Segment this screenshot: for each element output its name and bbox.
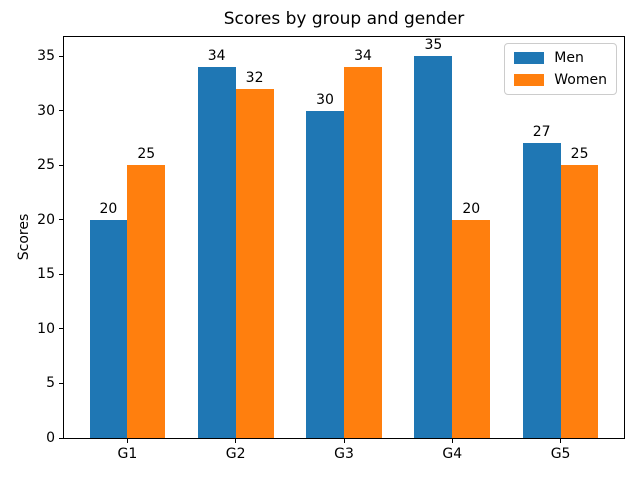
legend: Men Women <box>504 43 617 95</box>
chart-title: Scores by group and gender <box>223 9 465 29</box>
legend-label-women: Women <box>554 72 607 88</box>
y-tick-15 <box>59 273 63 275</box>
x-tick-label-g1: G1 <box>117 446 138 462</box>
legend-swatch-women <box>514 74 545 86</box>
bar-men-g1 <box>89 219 128 438</box>
legend-swatch-men <box>514 52 545 64</box>
y-tick-35 <box>59 55 63 57</box>
bar-value-label-men-g1: 20 <box>99 200 118 217</box>
bar-women-g4 <box>452 219 491 438</box>
y-tick-25 <box>59 164 63 166</box>
bar-women-g2 <box>235 88 274 438</box>
bar-value-label-women-g3: 34 <box>354 48 372 64</box>
bar-value-label-men-g2: 34 <box>207 48 226 64</box>
y-tick-10 <box>59 328 63 330</box>
x-tick-g5 <box>560 439 562 443</box>
x-tick-g3 <box>343 439 345 443</box>
bar-value-label-men-g4: 35 <box>424 37 443 54</box>
y-tick-5 <box>59 382 63 384</box>
x-tick-label-g2: G2 <box>225 446 246 462</box>
legend-item-women: Women <box>514 72 607 88</box>
x-tick-label-g5: G5 <box>550 446 571 462</box>
y-tick-label-30: 30 <box>37 102 55 119</box>
y-tick-label-0: 0 <box>46 430 55 446</box>
bar-value-label-men-g5: 27 <box>532 124 551 141</box>
bar-men-g2 <box>197 67 236 438</box>
y-tick-30 <box>59 110 63 112</box>
y-tick-0 <box>59 437 63 439</box>
y-axis-label: Scores <box>16 213 32 261</box>
y-tick-label-15: 15 <box>37 266 55 283</box>
bar-men-g5 <box>522 143 561 438</box>
y-tick-label-5: 5 <box>46 375 55 392</box>
y-tick-label-25: 25 <box>37 157 55 174</box>
legend-label-men: Men <box>554 50 584 66</box>
bar-women-g1 <box>127 165 166 438</box>
y-tick-label-10: 10 <box>37 320 55 337</box>
plot-area: 20 34 30 35 27 25 32 34 20 25 G1 G2 G3 G4 G5 0 5 10 15 20 2… <box>37 36 625 462</box>
x-tick-g1 <box>126 439 128 443</box>
x-tick-g4 <box>451 439 453 443</box>
bar-women-g5 <box>560 165 599 438</box>
legend-item-men: Men <box>514 50 607 66</box>
bar-women-g3 <box>344 67 382 438</box>
x-tick-label-g3: G3 <box>334 446 354 462</box>
bar-value-label-women-g4: 20 <box>462 200 481 217</box>
y-tick-label-20: 20 <box>37 211 55 228</box>
y-tick-20 <box>59 219 63 221</box>
x-tick-g2 <box>235 439 237 443</box>
bar-value-label-men-g3: 30 <box>316 91 334 108</box>
y-tick-label-35: 35 <box>37 48 55 65</box>
bar-value-label-women-g2: 32 <box>245 69 264 86</box>
bar-value-label-women-g5: 25 <box>570 146 589 163</box>
bar-value-label-women-g1: 25 <box>137 146 156 163</box>
bar-men-g4 <box>414 56 453 438</box>
x-tick-label-g4: G4 <box>442 446 463 462</box>
bar-men-g3 <box>306 110 344 438</box>
